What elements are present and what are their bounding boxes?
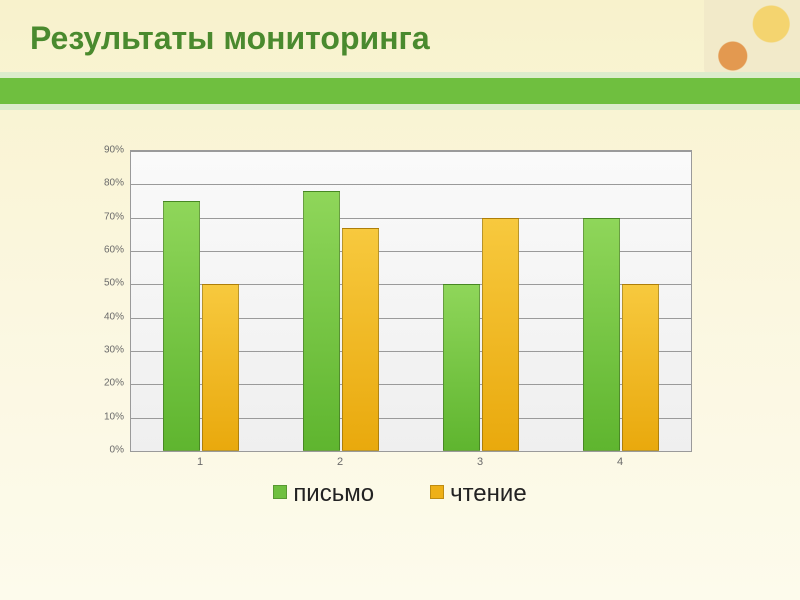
- chart-x-tick-label: 4: [617, 456, 623, 468]
- page-title: Результаты мониторинга: [30, 20, 430, 57]
- chart-y-tick-label: 30%: [80, 345, 124, 356]
- chart-bar: [583, 218, 620, 451]
- chart-y-tick-label: 0%: [80, 445, 124, 456]
- chart-bar: [482, 218, 519, 451]
- chart-plot-area: [130, 150, 692, 452]
- chart-y-tick-label: 40%: [80, 311, 124, 322]
- chart-y-tick-label: 80%: [80, 178, 124, 189]
- chart-gridline: [131, 151, 691, 152]
- legend-item: чтение: [430, 480, 527, 508]
- chart-bar: [622, 284, 659, 451]
- chart-y-tick-label: 20%: [80, 378, 124, 389]
- chart-bar: [342, 228, 379, 451]
- chart-bar: [443, 284, 480, 451]
- legend-item: письмо: [273, 480, 374, 508]
- title-band-inner: [0, 78, 800, 104]
- chart-bar: [163, 201, 200, 451]
- chart-x-tick-label: 3: [477, 456, 483, 468]
- chart-legend: письмо чтение: [80, 480, 720, 508]
- decorative-corner-image: [704, 0, 800, 80]
- monitoring-chart: письмочтение 0%10%20%30%40%50%60%70%80%9…: [80, 150, 720, 500]
- chart-gridline: [131, 184, 691, 185]
- chart-y-tick-label: 60%: [80, 245, 124, 256]
- legend-label: письмо: [293, 480, 374, 507]
- chart-y-tick-label: 10%: [80, 411, 124, 422]
- chart-x-tick-label: 2: [337, 456, 343, 468]
- slide: { "title": "Результаты мониторинга", "ch…: [0, 0, 800, 600]
- chart-bar: [202, 284, 239, 451]
- chart-y-tick-label: 90%: [80, 145, 124, 156]
- legend-swatch: [273, 485, 287, 499]
- legend-label: чтение: [450, 480, 527, 507]
- chart-bar: [303, 191, 340, 451]
- chart-y-tick-label: 70%: [80, 211, 124, 222]
- chart-x-tick-label: 1: [197, 456, 203, 468]
- legend-swatch: [430, 485, 444, 499]
- chart-y-tick-label: 50%: [80, 278, 124, 289]
